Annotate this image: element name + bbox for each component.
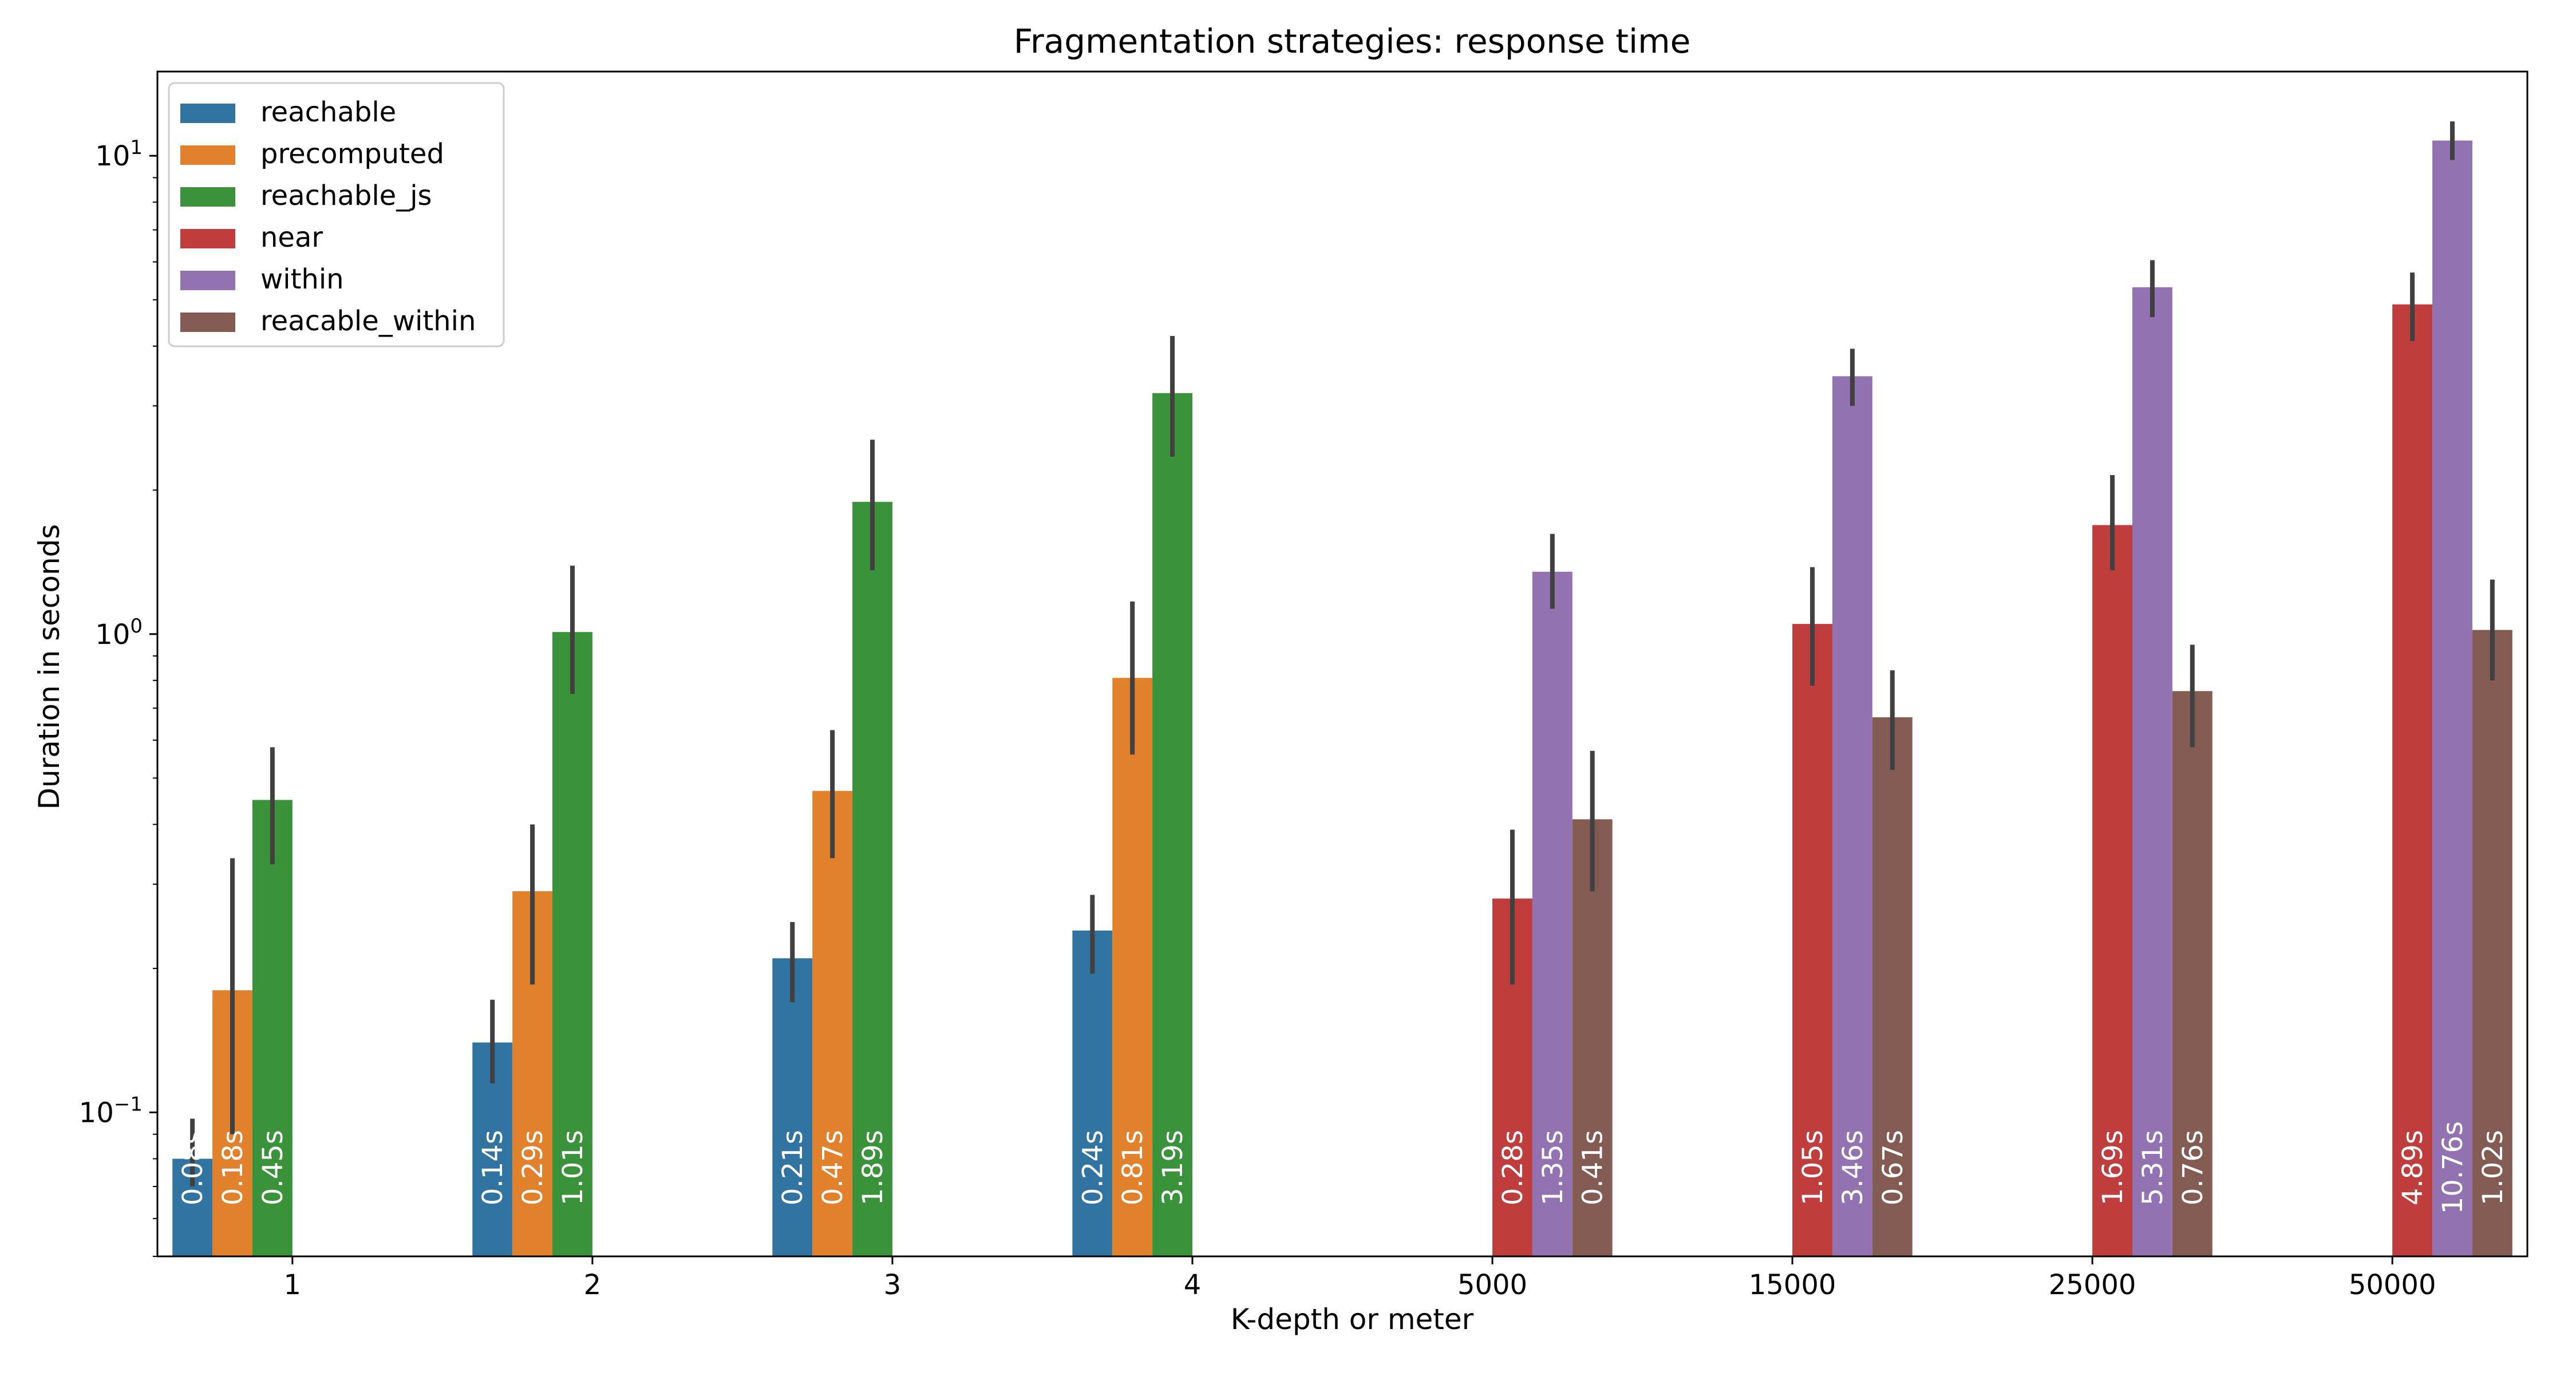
data-label: 1.05s [1797, 1130, 1829, 1205]
x-tick-label: 50000 [2349, 1269, 2436, 1301]
data-label: 3.19s [1157, 1130, 1189, 1205]
data-label: 5.31s [2137, 1130, 2169, 1205]
legend-label: reachable [260, 96, 396, 128]
data-label: 1.69s [2097, 1130, 2129, 1205]
data-label: 0.45s [257, 1130, 289, 1205]
data-label: 1.35s [1537, 1130, 1569, 1205]
legend-swatch [180, 229, 235, 248]
data-label: 0.67s [1877, 1130, 1909, 1205]
bar [1152, 393, 1192, 1256]
legend-label: precomputed [260, 138, 444, 170]
data-label: 3.46s [1837, 1130, 1869, 1205]
plot-frame [156, 70, 2528, 1258]
legend-swatch [180, 313, 235, 332]
legend-label: near [260, 222, 323, 254]
legend-swatch [180, 187, 235, 207]
chart-title: Fragmentation strategies: response time [1014, 22, 1691, 61]
legend-swatch [180, 271, 235, 290]
data-label: 0.28s [1497, 1130, 1529, 1205]
bar [2392, 304, 2433, 1256]
x-tick-label: 5000 [1457, 1269, 1527, 1301]
bar [812, 790, 853, 1256]
bar [1792, 624, 1832, 1256]
bar [2132, 287, 2172, 1256]
data-label: 1.02s [2477, 1130, 2509, 1205]
bar [772, 958, 813, 1256]
data-label: 0.14s [477, 1130, 509, 1205]
x-tick-label: 3 [884, 1269, 902, 1301]
data-label: 4.89s [2397, 1130, 2429, 1205]
bar [252, 800, 293, 1256]
bar [1572, 819, 1613, 1256]
legend-swatch [180, 145, 235, 165]
data-label: 0.24s [1077, 1130, 1109, 1205]
x-tick-label: 1 [284, 1269, 302, 1301]
x-tick-label: 2 [584, 1269, 602, 1301]
data-label: 1.01s [557, 1130, 589, 1205]
data-label: 0.81s [1117, 1130, 1149, 1205]
legend-swatch [180, 104, 235, 123]
x-tick-label: 15000 [1749, 1269, 1836, 1301]
bar [2432, 140, 2472, 1256]
data-label: 10.76s [2437, 1121, 2469, 1214]
y-tick-label: 101 [95, 136, 143, 172]
data-label: 0.21s [777, 1130, 809, 1205]
data-label: 0.47s [817, 1130, 849, 1205]
bar [2472, 630, 2512, 1256]
data-label: 0.76s [2177, 1130, 2209, 1205]
bar [2092, 525, 2132, 1256]
legend-label: reachable_js [260, 180, 432, 212]
data-label: 0.08s [177, 1130, 209, 1205]
bar [2172, 691, 2212, 1256]
bar [552, 632, 592, 1256]
bar [852, 501, 892, 1257]
legend-box [168, 82, 505, 347]
bar [1112, 678, 1153, 1256]
data-label: 0.29s [517, 1130, 549, 1205]
bar [1532, 571, 1573, 1257]
x-tick-label: 25000 [2049, 1269, 2136, 1301]
bar [1832, 376, 1872, 1256]
y-axis-label: Duration in seconds [33, 524, 66, 810]
bar [1072, 930, 1113, 1256]
y-tick-label: 10−1 [79, 1093, 143, 1129]
data-label: 1.89s [857, 1130, 889, 1205]
bar [1872, 717, 1913, 1256]
plot-area: 0.08s 0.14s 0.21s 0.24s 0.18s 0.29s 0.47s 0.81s… [172, 121, 2512, 1257]
x-axis-label: K-depth or meter [1231, 1303, 1474, 1336]
data-label: 0.41s [1577, 1130, 1609, 1205]
legend-label: reacable_within [260, 305, 476, 337]
x-tick-label: 4 [1184, 1269, 1202, 1301]
y-tick-label: 100 [95, 615, 143, 651]
legend-label: within [260, 263, 344, 295]
data-label: 0.18s [217, 1130, 249, 1205]
axes: 1 2 3 4 5000 15000 25000 50000 10−1 100 101 [79, 136, 2436, 1301]
